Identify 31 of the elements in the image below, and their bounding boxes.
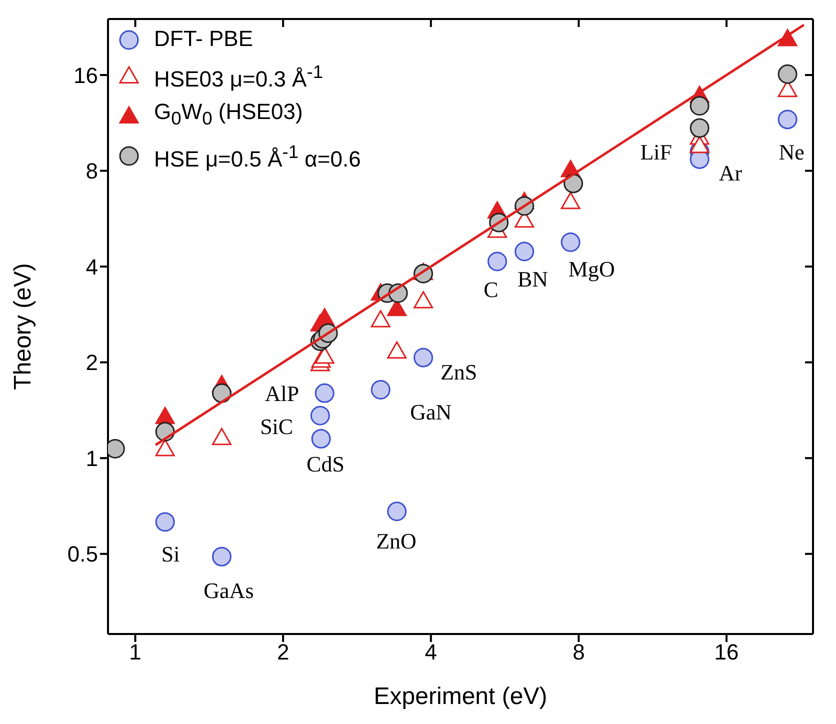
annotation: AlP bbox=[264, 380, 300, 406]
x-tick-label: 2 bbox=[276, 640, 290, 665]
legend-label: DFT- PBE bbox=[154, 25, 254, 53]
annotation: C bbox=[484, 276, 498, 302]
y-tick-label: 4 bbox=[86, 254, 98, 280]
annotation: ZnS bbox=[440, 359, 478, 384]
y-tick-label: 1 bbox=[86, 446, 98, 471]
annotation: SiC bbox=[260, 414, 294, 439]
annotation: GaAs bbox=[204, 578, 254, 603]
y-tick-label: 8 bbox=[86, 158, 98, 184]
y-axis-title: Theory (eV) bbox=[10, 263, 37, 390]
legend-label: HSE03 μ=0.3 Å$^{-1}$ bbox=[154, 60, 324, 94]
annotation: ZnO bbox=[376, 528, 416, 554]
annotation: MgO bbox=[568, 256, 615, 282]
x-tick-label: 8 bbox=[572, 640, 585, 665]
x-tick-label: 16 bbox=[714, 640, 739, 665]
y-tick-label: 16 bbox=[74, 62, 98, 88]
annotation: LiF bbox=[640, 139, 672, 164]
annotation: Si bbox=[161, 542, 180, 567]
y-tick-label: 0.5 bbox=[67, 542, 98, 567]
legend-label: HSE μ=0.5 Å$^{-1}$ α=0.6 bbox=[154, 140, 361, 174]
annotation: BN bbox=[518, 266, 548, 292]
x-axis-title: Experiment (eV) bbox=[374, 683, 548, 710]
annotation: Ar bbox=[718, 160, 743, 186]
x-tick-label: 1 bbox=[129, 640, 142, 665]
y-tick-label: 2 bbox=[86, 350, 98, 376]
legend-label: G$_{0}$W$_{0}$ (HSE03) bbox=[154, 98, 303, 131]
annotation: Ne bbox=[778, 139, 804, 164]
x-tick-label: 4 bbox=[424, 640, 438, 665]
annotation: GaN bbox=[410, 399, 452, 424]
annotation: CdS bbox=[306, 452, 344, 477]
